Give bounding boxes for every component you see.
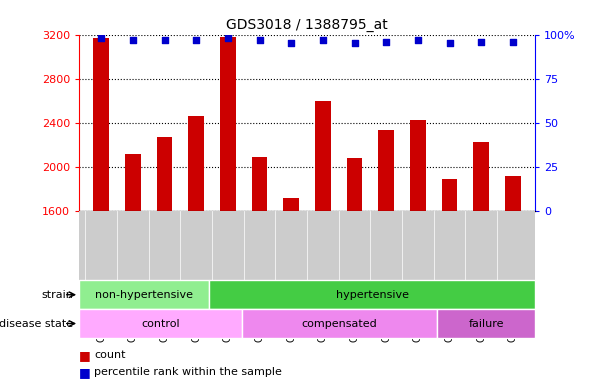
Point: [444, 40, 454, 46]
Point: [255, 37, 264, 43]
Bar: [473, 142, 489, 211]
Bar: [252, 157, 268, 211]
Bar: [79, 280, 209, 309]
Text: disease state: disease state: [0, 318, 73, 329]
Text: hypertensive: hypertensive: [336, 290, 409, 300]
Text: percentile rank within the sample: percentile rank within the sample: [94, 367, 282, 377]
Bar: [209, 280, 535, 309]
Text: ■: ■: [79, 366, 91, 379]
Text: compensated: compensated: [302, 318, 378, 329]
Bar: [441, 179, 457, 211]
Point: [381, 38, 391, 45]
Point: [508, 38, 518, 45]
Point: [286, 40, 296, 46]
Bar: [157, 137, 173, 211]
Text: non-hypertensive: non-hypertensive: [95, 290, 193, 300]
Bar: [315, 101, 331, 211]
Point: [350, 40, 359, 46]
Text: failure: failure: [468, 318, 504, 329]
Bar: [79, 309, 242, 338]
Bar: [437, 309, 535, 338]
Bar: [410, 119, 426, 211]
Point: [160, 37, 170, 43]
Point: [128, 37, 138, 43]
Point: [223, 35, 233, 41]
Point: [413, 37, 423, 43]
Point: [192, 37, 201, 43]
Bar: [283, 198, 299, 211]
Title: GDS3018 / 1388795_at: GDS3018 / 1388795_at: [226, 18, 388, 32]
Bar: [188, 116, 204, 211]
Text: count: count: [94, 350, 126, 360]
Bar: [93, 38, 109, 211]
Bar: [505, 176, 521, 211]
Point: [96, 35, 106, 41]
Bar: [242, 309, 437, 338]
Bar: [220, 37, 236, 211]
Point: [476, 38, 486, 45]
Bar: [378, 129, 394, 211]
Bar: [125, 154, 141, 211]
Point: [318, 37, 328, 43]
Text: ■: ■: [79, 349, 91, 362]
Text: strain: strain: [41, 290, 73, 300]
Text: control: control: [141, 318, 180, 329]
Bar: [347, 158, 362, 211]
